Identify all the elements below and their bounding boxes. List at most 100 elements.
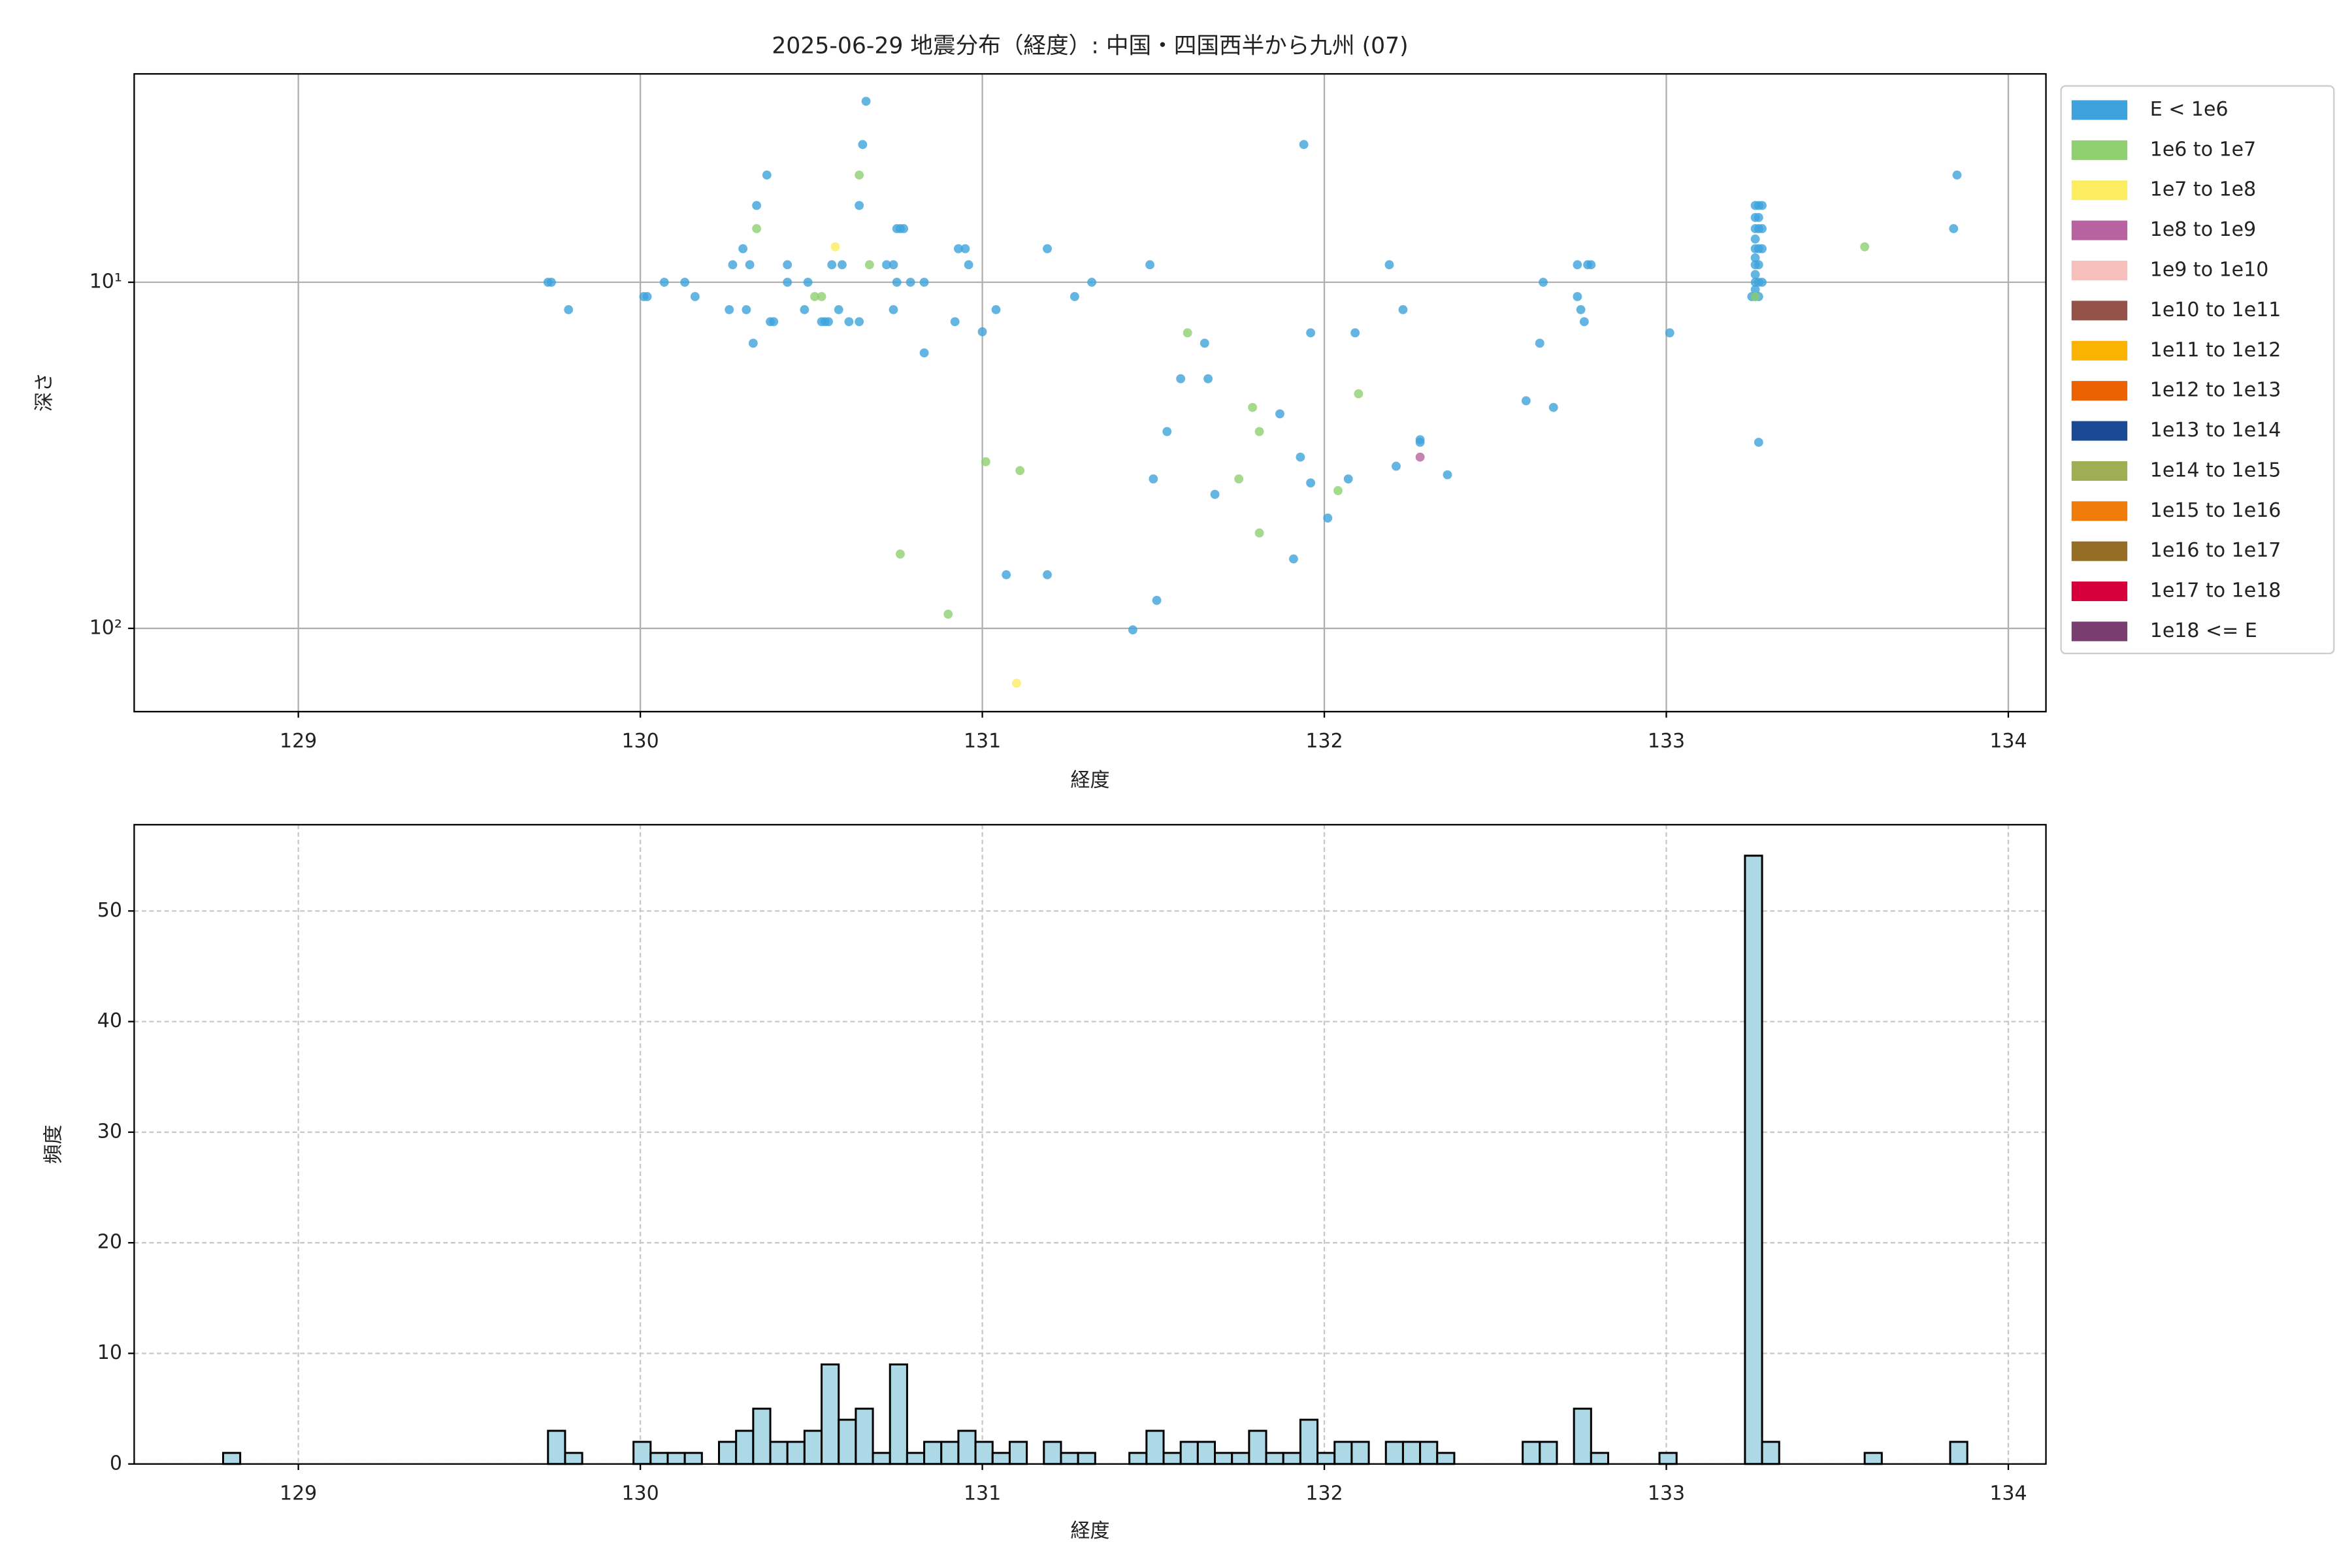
x-axis-label: 経度 (1070, 769, 1109, 792)
scatter-point (1521, 396, 1531, 406)
scatter-point (977, 327, 987, 336)
histogram-bar (838, 1418, 857, 1465)
histogram-bar (718, 1441, 738, 1465)
x-tick-label: 129 (280, 1482, 317, 1505)
scatter-point (728, 260, 738, 270)
legend-swatch (2071, 581, 2128, 602)
scatter-point (855, 201, 864, 210)
legend-swatch (2071, 461, 2128, 481)
scatter-point (855, 317, 864, 327)
scatter-point (889, 305, 898, 314)
scatter-point (1002, 570, 1011, 580)
scatter-point (1443, 470, 1452, 480)
scatter-point (725, 305, 734, 314)
scatter-point (906, 278, 915, 287)
x-tick-label: 134 (1989, 1482, 2027, 1505)
y-tick-label: 50 (97, 899, 122, 922)
scatter-point (1343, 474, 1353, 483)
scatter-point (810, 292, 819, 301)
scatter-point (1200, 338, 1209, 348)
histogram-bar (786, 1441, 806, 1465)
histogram-bar (1043, 1441, 1062, 1465)
legend-label: 1e18 <= E (2150, 619, 2257, 642)
scatter-point (642, 292, 652, 301)
y-tick-label: 40 (97, 1009, 122, 1032)
scatter-point (1754, 438, 1763, 447)
scatter-point (960, 244, 970, 253)
scatter-point (783, 260, 792, 270)
legend-label: 1e7 to 1e8 (2150, 178, 2256, 201)
scatter-point (1203, 374, 1213, 384)
histogram-bar (666, 1452, 686, 1465)
scatter-point (834, 305, 843, 314)
histogram-bar (1008, 1441, 1028, 1465)
x-tick-label: 132 (1305, 1482, 1343, 1505)
x-tick-label: 133 (1648, 730, 1685, 753)
x-tick-label: 131 (964, 730, 1001, 753)
scatter-point (1415, 452, 1425, 462)
histogram-bar (632, 1441, 652, 1465)
histogram-bar (1060, 1452, 1079, 1465)
histogram-bar (1077, 1452, 1096, 1465)
scatter-point (1415, 435, 1425, 444)
legend-swatch (2071, 140, 2128, 160)
scatter-point (1176, 374, 1186, 384)
histogram-bar (855, 1407, 874, 1465)
histogram-bar (1145, 1429, 1165, 1465)
scatter-point (1306, 478, 1316, 488)
scatter-point (1070, 292, 1079, 301)
legend-swatch (2071, 340, 2128, 361)
scatter-point (1234, 474, 1244, 483)
scatter-point (964, 260, 973, 270)
scatter-point (1757, 224, 1767, 233)
scatter-point (1248, 402, 1258, 412)
legend-box (2060, 85, 2335, 655)
scatter-point (919, 278, 929, 287)
scatter-point (1750, 292, 1760, 301)
histogram-bar (974, 1441, 994, 1465)
histogram-bar (889, 1363, 908, 1465)
histogram-bar (906, 1452, 926, 1465)
histogram-bar (547, 1429, 566, 1465)
histogram-bar (1539, 1441, 1558, 1465)
y-tick-label: 10² (90, 616, 122, 639)
histogram-bar (1573, 1407, 1592, 1465)
scatter-point (1750, 234, 1760, 244)
legend-swatch (2071, 421, 2128, 441)
x-tick-label: 130 (621, 1482, 659, 1505)
scatter-point (991, 305, 1001, 314)
scatter-point (769, 317, 779, 327)
histogram-bar (1590, 1452, 1610, 1465)
scatter-point (954, 244, 963, 253)
x-tick-label: 130 (621, 730, 659, 753)
histogram-bar (1350, 1441, 1370, 1465)
legend-swatch (2071, 381, 2128, 401)
histogram-bar (957, 1429, 977, 1465)
scatter-point (817, 292, 826, 301)
legend-label: 1e16 to 1e17 (2150, 539, 2281, 562)
histogram-bar (1401, 1441, 1422, 1465)
legend-swatch (2071, 621, 2128, 642)
y-tick-label: 30 (97, 1120, 122, 1143)
histogram-bar (803, 1429, 823, 1465)
scatter-point (1183, 328, 1192, 338)
scatter-point (1254, 528, 1264, 538)
x-axis-label: 経度 (1070, 1520, 1109, 1543)
scatter-point (1750, 270, 1760, 280)
scatter-point (1576, 305, 1586, 314)
x-tick-label: 131 (964, 1482, 1001, 1505)
scatter-point (1754, 212, 1763, 222)
histogram-bar (221, 1452, 242, 1465)
scatter-point (752, 224, 762, 233)
histogram-bar (752, 1407, 772, 1465)
histogram-bar (1128, 1452, 1148, 1465)
histogram-bar (1436, 1452, 1456, 1465)
scatter-point (1860, 242, 1870, 252)
histogram-bar (1214, 1452, 1233, 1465)
legend-label: 1e6 to 1e7 (2150, 138, 2256, 161)
scatter-point (742, 305, 751, 314)
scatter-point (745, 260, 755, 270)
